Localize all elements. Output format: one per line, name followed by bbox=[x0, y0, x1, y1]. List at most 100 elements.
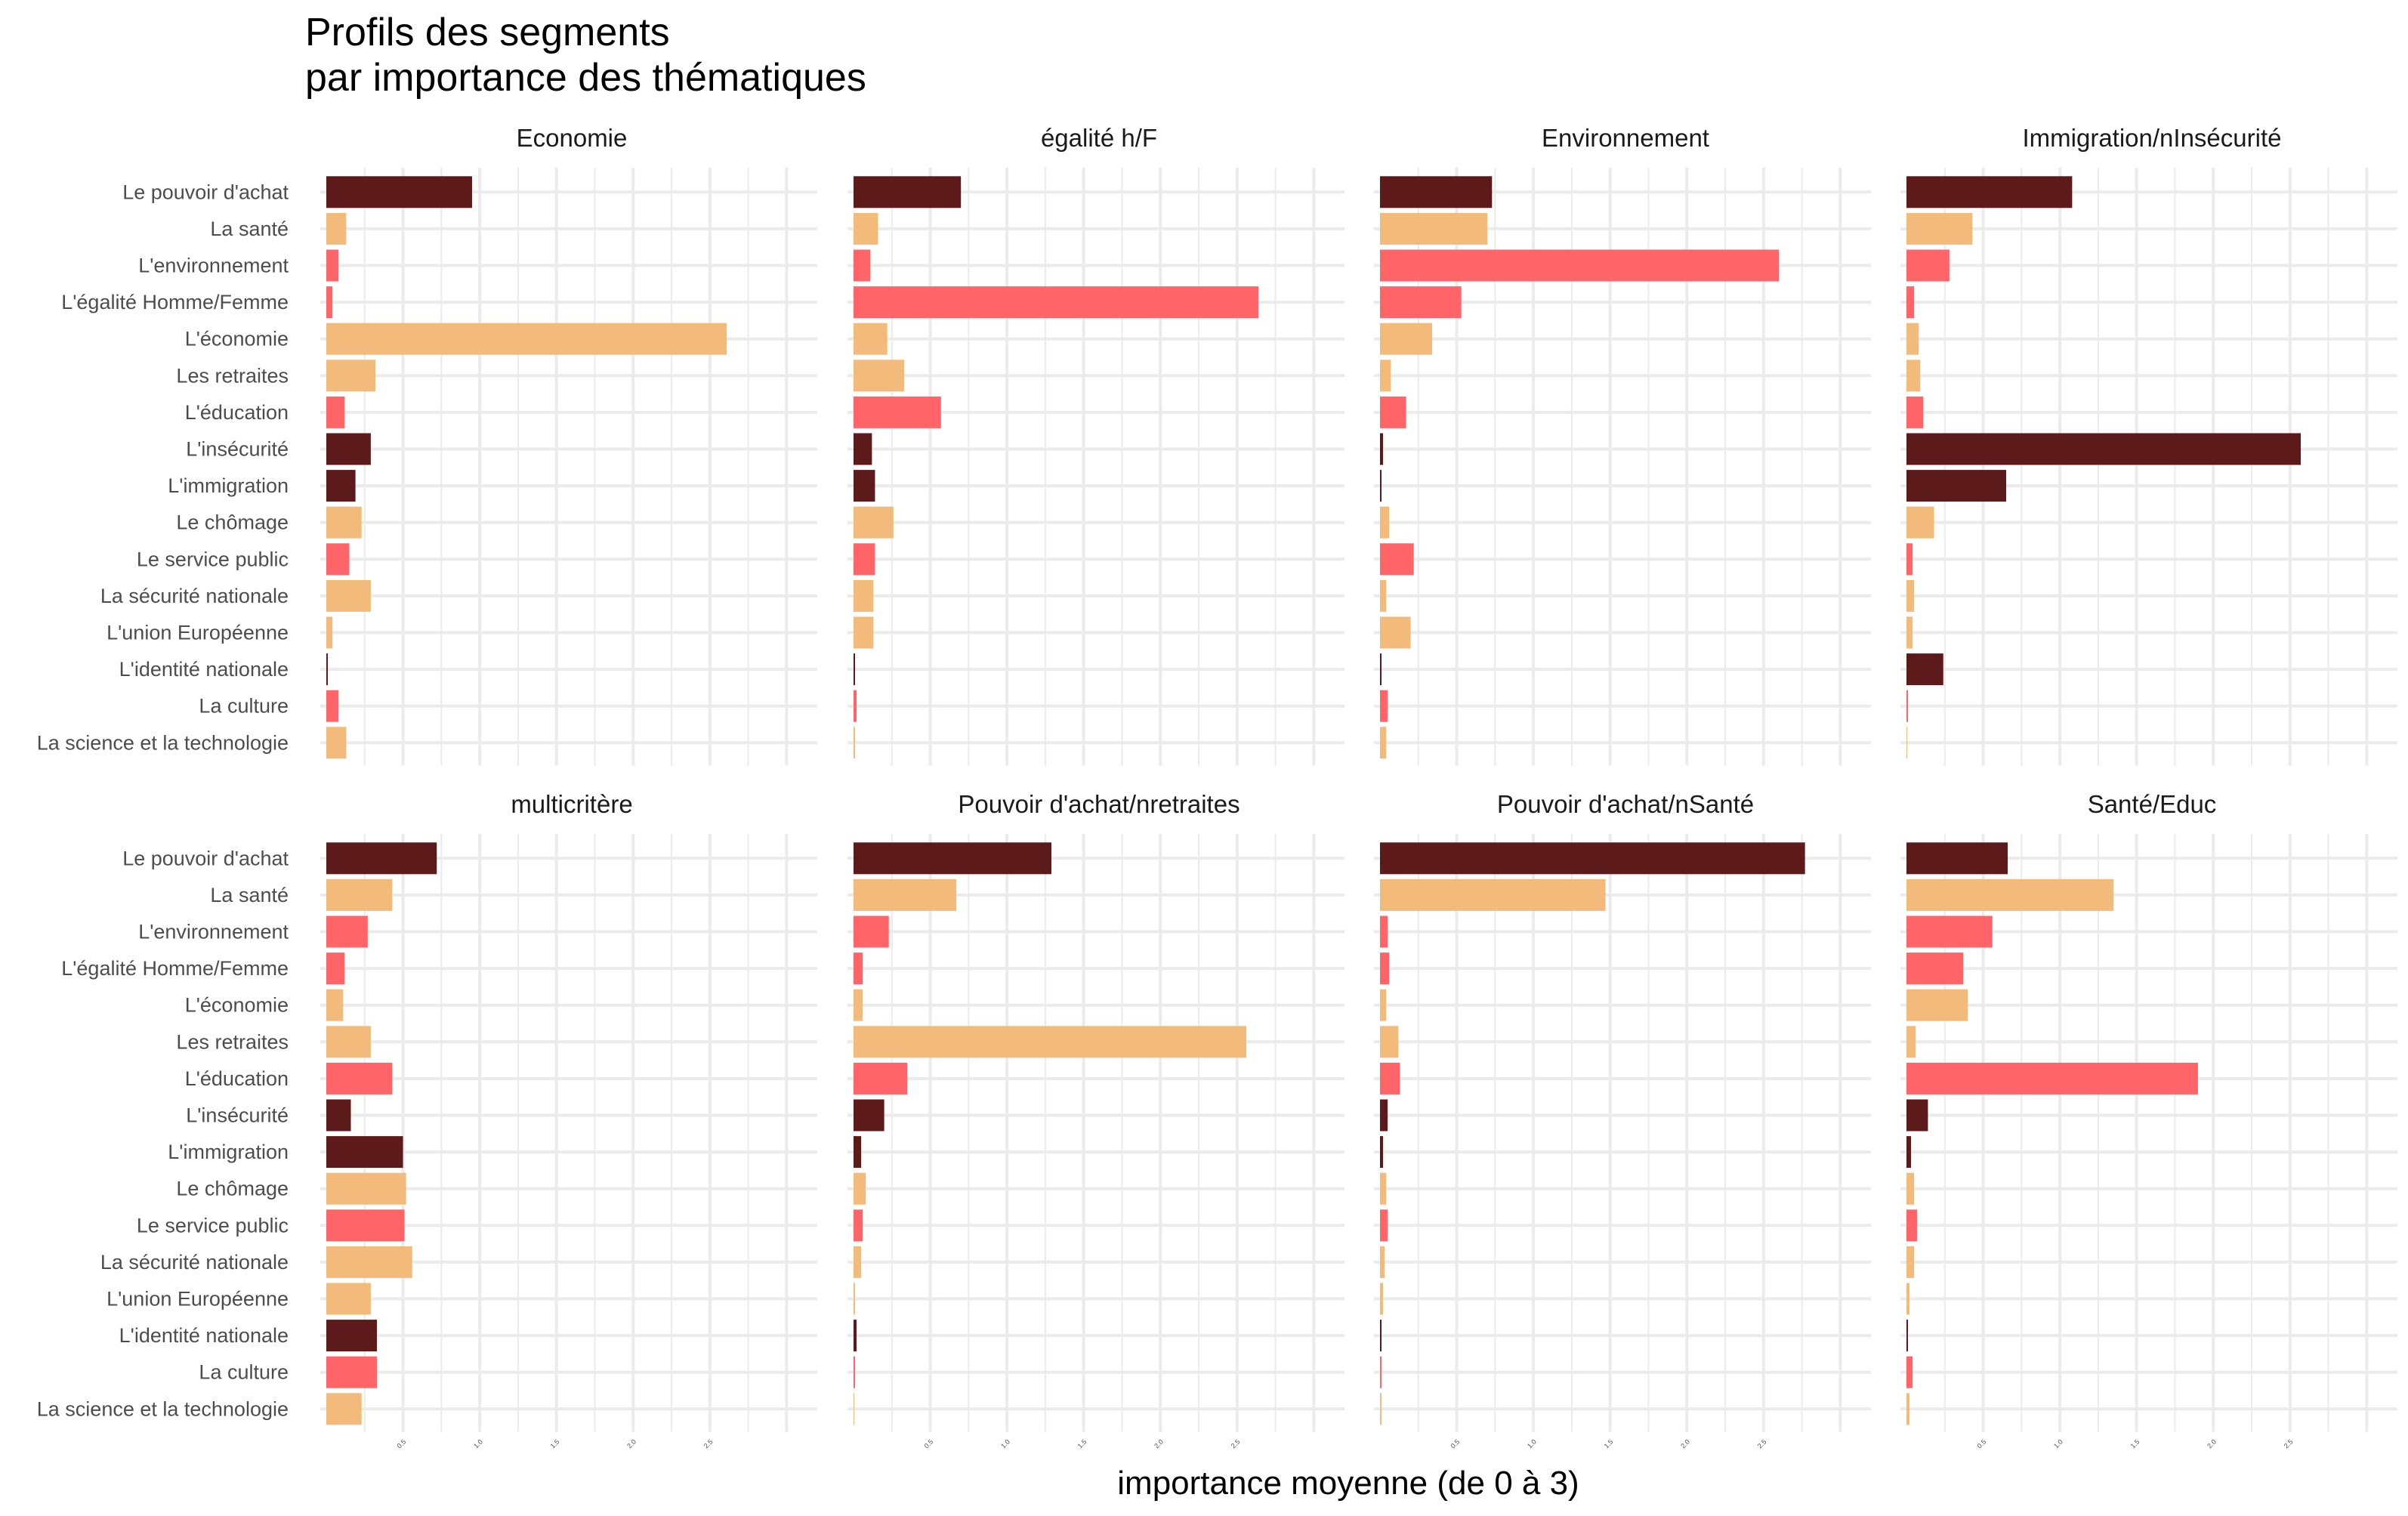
bar bbox=[854, 212, 878, 245]
bar bbox=[1906, 653, 1943, 686]
bar bbox=[326, 1026, 371, 1058]
facet-strip-label: Economie bbox=[517, 124, 628, 152]
bar bbox=[1906, 323, 1919, 355]
bar bbox=[1380, 176, 1493, 208]
bar bbox=[1906, 1136, 1912, 1169]
bar bbox=[854, 915, 889, 948]
bar bbox=[1906, 249, 1950, 282]
bar bbox=[1906, 616, 1913, 649]
bar bbox=[1380, 1026, 1399, 1058]
bar bbox=[1906, 1283, 1910, 1315]
bar bbox=[1380, 1062, 1400, 1095]
bar bbox=[326, 878, 393, 911]
bar bbox=[854, 1062, 908, 1095]
bar bbox=[854, 1099, 884, 1132]
bar bbox=[854, 953, 863, 985]
bar bbox=[326, 249, 339, 282]
category-label: La sécurité nationale bbox=[100, 1251, 289, 1274]
bar bbox=[854, 323, 888, 355]
bar bbox=[326, 579, 371, 612]
bar bbox=[326, 176, 472, 208]
bar bbox=[1380, 286, 1462, 319]
category-label: L'économie bbox=[185, 328, 289, 350]
bar bbox=[1906, 506, 1934, 539]
bar bbox=[854, 727, 856, 759]
bar bbox=[1380, 1136, 1384, 1169]
bar bbox=[326, 1393, 362, 1425]
facet-panel: Environnement bbox=[1374, 124, 1871, 766]
category-label: L'insécurité bbox=[186, 438, 289, 461]
bar bbox=[854, 842, 1052, 875]
bar bbox=[1380, 1356, 1382, 1388]
bar bbox=[854, 249, 871, 282]
bar bbox=[1380, 1246, 1385, 1278]
bar bbox=[1380, 360, 1391, 392]
category-label: Le chômage bbox=[176, 511, 289, 534]
bar bbox=[1380, 470, 1382, 502]
bar bbox=[854, 1246, 862, 1278]
bar bbox=[326, 506, 362, 539]
bar bbox=[1906, 1172, 1915, 1205]
category-label: L'environnement bbox=[138, 255, 289, 277]
bar bbox=[1906, 1209, 1918, 1242]
facet-strip-label: Pouvoir d'achat/nretraites bbox=[958, 790, 1240, 818]
bar bbox=[1906, 1356, 1913, 1388]
bar bbox=[854, 1136, 862, 1169]
bar bbox=[1380, 915, 1388, 948]
bar bbox=[854, 470, 875, 502]
bar bbox=[854, 1283, 856, 1315]
facet-strip-label: égalité h/F bbox=[1041, 124, 1157, 152]
bar bbox=[326, 1172, 406, 1205]
bar bbox=[326, 323, 727, 355]
bar bbox=[1906, 396, 1924, 428]
bar bbox=[854, 1209, 863, 1242]
bar bbox=[1380, 212, 1488, 245]
category-label: La santé bbox=[210, 218, 289, 240]
bar bbox=[1906, 543, 1913, 576]
bar bbox=[1380, 653, 1382, 686]
bar bbox=[854, 506, 894, 539]
bar bbox=[1906, 1099, 1928, 1132]
bar bbox=[326, 1062, 393, 1095]
bar bbox=[1906, 915, 1993, 948]
bar bbox=[854, 1026, 1246, 1058]
facet-panels: Economie égalité h/F Environnement Immigrat… bbox=[320, 124, 2397, 1450]
category-label: La culture bbox=[199, 695, 289, 718]
category-label: La santé bbox=[210, 884, 289, 906]
bar bbox=[1380, 616, 1411, 649]
bar bbox=[1380, 1393, 1382, 1425]
bar bbox=[1906, 176, 2073, 208]
bar bbox=[326, 842, 437, 875]
bar bbox=[854, 360, 905, 392]
bar bbox=[326, 433, 371, 465]
bar bbox=[1906, 953, 1964, 985]
bar bbox=[1380, 953, 1390, 985]
facet-panel: égalité h/F bbox=[847, 124, 1344, 766]
category-label: La culture bbox=[199, 1361, 289, 1384]
category-label: Le chômage bbox=[176, 1178, 289, 1200]
category-label: L'insécurité bbox=[186, 1104, 289, 1127]
bar bbox=[326, 1246, 412, 1278]
bar bbox=[326, 1320, 378, 1352]
bar bbox=[1380, 543, 1414, 576]
category-label: L'union Européenne bbox=[107, 1288, 289, 1311]
category-label: La science et la technologie bbox=[37, 1397, 289, 1420]
bar bbox=[854, 1172, 866, 1205]
category-label: L'identité nationale bbox=[119, 1324, 289, 1347]
facet-panel: Immigration/nInsécurité bbox=[1900, 124, 2397, 766]
bar bbox=[1380, 579, 1387, 612]
category-label: L'union Européenne bbox=[107, 622, 289, 644]
bar bbox=[1906, 1026, 1916, 1058]
bar bbox=[854, 579, 874, 612]
bar bbox=[1906, 727, 1908, 759]
bar bbox=[326, 212, 347, 245]
chart-title-line: Profils des segments bbox=[305, 11, 670, 54]
category-label: Le pouvoir d'achat bbox=[122, 847, 289, 869]
category-label: La science et la technologie bbox=[37, 731, 289, 754]
bar bbox=[1906, 878, 2114, 911]
